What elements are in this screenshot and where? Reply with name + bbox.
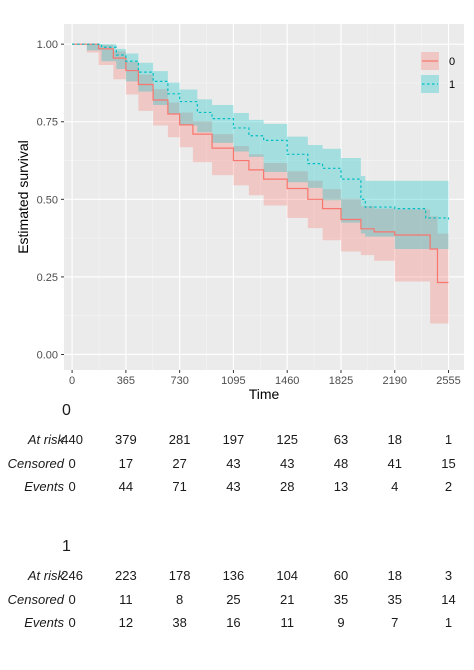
x-tick-label: 2555 [436,375,460,387]
risk-cell: 223 [115,568,137,583]
risk-cell: 25 [226,592,241,607]
risk-cell: 379 [115,432,137,447]
risk-cell: 16 [226,615,241,630]
legend: 01 [421,52,455,93]
risk-cell: 60 [333,568,349,583]
risk-cell: 21 [279,592,295,607]
risk-cell: 4 [391,479,399,494]
risk-cell: 35 [387,592,402,607]
x-tick-label: 2190 [383,375,407,387]
risk-cell: 71 [172,479,187,494]
confidence-bands [72,44,449,324]
risk-cell: 2 [444,479,453,494]
risk-cell: 11 [280,615,294,630]
risk-cell: 14 [441,592,456,607]
risk-cell: 1 [444,432,453,447]
risk-group-title: 0 [62,402,71,419]
risk-row: Censored 0 11 8 25 21 35 35 14 [0,592,474,612]
risk-row-label: Events [24,479,64,494]
risk-cell: 43 [279,456,295,471]
risk-row: Censored 0 17 27 43 43 48 41 15 [0,456,474,476]
plot-panel [64,24,464,370]
y-tick-label: 1.00 [37,39,58,51]
y-tick-label: 0.50 [37,194,58,206]
risk-cell: 35 [333,592,349,607]
risk-row-label: Events [24,615,64,630]
x-tick-label: 0 [69,375,75,387]
risk-cell: 38 [172,615,187,630]
risk-cell: 9 [337,615,345,630]
legend-label-0: 0 [449,56,455,68]
risk-row: At risk 440 379 281 197 125 63 18 1 [0,432,474,452]
risk-cell: 27 [172,456,187,471]
risk-cell: 12 [118,615,134,630]
risk-row-label: Censored [7,456,64,471]
risk-cell: 0 [68,456,76,471]
y-tick-label: 0.00 [37,349,58,361]
risk-cell: 197 [222,432,245,447]
risk-row: Events 0 44 71 43 28 13 4 2 [0,479,474,499]
survival-curves [72,43,450,284]
risk-cell: 44 [118,479,134,494]
risk-cell: 0 [68,592,76,607]
grid-minor [64,24,464,370]
risk-cell: 18 [387,568,402,583]
risk-cell: 3 [444,568,453,583]
risk-cell: 178 [168,568,191,583]
x-tick-label: 1460 [275,375,299,387]
risk-cell: 13 [333,479,349,494]
risk-cell: 41 [387,456,402,471]
x-tick-label: 1825 [329,375,353,387]
x-axis-title: Time [249,386,280,402]
risk-cell: 0 [68,615,76,630]
risk-cell: 246 [61,568,83,583]
risk-cell: 125 [276,432,299,447]
risk-group-title: 1 [62,538,71,555]
risk-cell: 7 [391,615,399,630]
survival-curve-0 [72,43,449,284]
risk-cell: 136 [222,568,245,583]
risk-cell: 440 [61,432,83,447]
risk-cell: 281 [168,432,191,447]
risk-cell: 15 [441,456,456,471]
y-tick-label: 0.75 [37,117,58,129]
legend-label-1: 1 [449,79,455,91]
survival-chart: 0 365 730 1095 1460 1825 2190 2555 0.00 0.25 0.50 0… [15,24,464,402]
grid-major [64,24,464,370]
risk-cell: 8 [176,592,184,607]
risk-cell: 63 [333,432,349,447]
risk-cell: 11 [119,592,133,607]
risk-row-label: At risk [27,432,64,447]
x-tick-label: 365 [117,375,135,387]
y-axis-title: Estimated survival [15,140,31,254]
risk-cell: 104 [276,568,299,583]
y-tick-label: 0.25 [37,272,58,284]
risk-cell: 0 [68,479,76,494]
risk-cell: 28 [279,479,295,494]
confidence-band-0 [72,44,449,324]
risk-cell: 48 [333,456,349,471]
risk-row-label: Censored [7,592,64,607]
risk-row: Events 0 12 38 16 11 9 7 1 [0,615,474,635]
risk-cell: 1 [444,615,453,630]
risk-cell: 43 [226,479,241,494]
risk-cell: 17 [118,456,134,471]
risk-cell: 18 [387,432,402,447]
legend-key-1 [421,75,439,93]
x-tick-label: 1095 [221,375,245,387]
axis-ticks: 0 365 730 1095 1460 1825 2190 2555 0.00 0.25 0.50 0… [37,39,461,387]
risk-row-label: At risk [27,568,64,583]
risk-cell: 43 [226,456,241,471]
confidence-band-1 [72,44,449,249]
risk-row: At risk 246 223 178 136 104 60 18 3 [0,568,474,588]
x-tick-label: 730 [170,375,188,387]
